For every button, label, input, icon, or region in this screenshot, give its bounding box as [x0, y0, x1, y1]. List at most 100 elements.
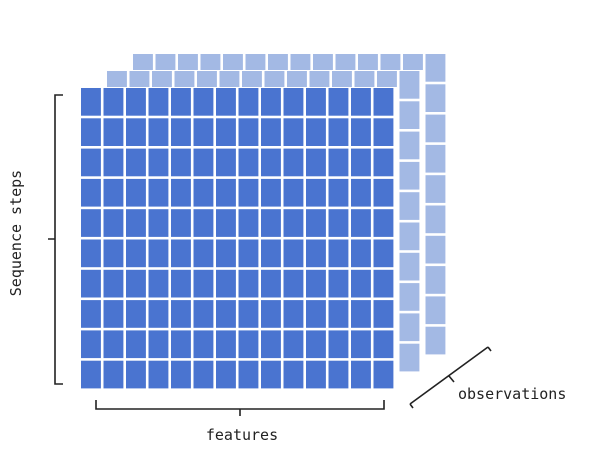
- grid-cell: [373, 209, 394, 237]
- grid-cell: [283, 88, 304, 116]
- grid-cell: [193, 300, 214, 328]
- grid-cell: [126, 330, 146, 359]
- sequence-steps-bracket: [48, 94, 63, 385]
- grid-cell: [399, 283, 420, 311]
- grid-cell: [126, 148, 146, 177]
- grid-cell: [171, 300, 191, 328]
- grid-cell: [81, 360, 101, 389]
- grid-cell: [238, 118, 259, 146]
- grid-cell: [216, 269, 236, 298]
- grid-cell: [328, 118, 349, 146]
- grid-cell: [261, 360, 281, 389]
- grid-cell: [373, 88, 394, 116]
- grid-cell: [328, 178, 349, 207]
- grid-cell: [171, 178, 191, 207]
- grid-cell: [306, 269, 326, 298]
- grid-cell: [283, 360, 304, 389]
- grid-cell: [148, 118, 169, 146]
- grid-cell: [306, 300, 326, 328]
- grid-cell: [171, 148, 191, 177]
- grid-cell: [238, 239, 259, 268]
- grid-cell: [351, 118, 371, 146]
- grid-cell: [328, 330, 349, 359]
- grid-cell: [328, 360, 349, 389]
- grid-cell: [328, 239, 349, 268]
- grid-cell: [373, 148, 394, 177]
- grid-cell: [306, 118, 326, 146]
- grid-cell: [216, 178, 236, 207]
- grid-cell: [373, 269, 394, 298]
- grid-cell: [306, 330, 326, 359]
- grid-cell: [81, 209, 101, 237]
- grid-cell: [328, 148, 349, 177]
- grid-cell: [283, 148, 304, 177]
- observations-bracket: [409, 346, 492, 409]
- grid-cell: [399, 161, 420, 190]
- grid-cell: [81, 330, 101, 359]
- grid-cell: [425, 54, 446, 82]
- grid-cell: [425, 266, 446, 294]
- grid-cell: [306, 209, 326, 237]
- grid-cell: [351, 269, 371, 298]
- grid-cell: [126, 300, 146, 328]
- grid-cell: [193, 209, 214, 237]
- tensor-layers: [80, 53, 449, 392]
- grid-cell: [238, 148, 259, 177]
- grid-cell: [103, 178, 124, 207]
- grid-cell: [193, 360, 214, 389]
- grid-cell: [148, 300, 169, 328]
- grid-cell: [261, 178, 281, 207]
- grid-cell: [373, 239, 394, 268]
- grid-cell: [238, 269, 259, 298]
- grid-cell: [193, 88, 214, 116]
- grid-cell: [283, 118, 304, 146]
- grid-cell: [81, 269, 101, 298]
- grid-cell: [399, 313, 420, 342]
- grid-cell: [103, 269, 124, 298]
- grid-cell: [148, 360, 169, 389]
- grid-cell: [126, 178, 146, 207]
- grid-cell: [193, 269, 214, 298]
- grid-cell: [171, 239, 191, 268]
- grid-cell: [328, 209, 349, 237]
- grid-cell: [283, 269, 304, 298]
- grid-cell: [328, 300, 349, 328]
- grid-cell: [399, 192, 420, 220]
- grid-cell: [126, 88, 146, 116]
- grid-cell: [216, 118, 236, 146]
- grid-cell: [126, 118, 146, 146]
- grid-cell: [425, 84, 446, 112]
- axis-brackets: [48, 94, 492, 416]
- grid-cell: [425, 235, 446, 264]
- grid-cell: [126, 360, 146, 389]
- grid-cell: [373, 178, 394, 207]
- grid-cell: [103, 148, 124, 177]
- grid-cell: [306, 88, 326, 116]
- grid-cell: [171, 88, 191, 116]
- grid-cell: [81, 148, 101, 177]
- grid-cell: [351, 148, 371, 177]
- grid-cell: [81, 118, 101, 146]
- grid-cell: [148, 209, 169, 237]
- grid-cell: [238, 360, 259, 389]
- grid-cell: [148, 178, 169, 207]
- grid-cell: [328, 269, 349, 298]
- grid-cell: [261, 148, 281, 177]
- grid-cell: [399, 343, 420, 372]
- grid-cell: [261, 118, 281, 146]
- grid-cell: [373, 118, 394, 146]
- grid-cell: [425, 175, 446, 203]
- grid-cell: [216, 239, 236, 268]
- grid-cell: [81, 178, 101, 207]
- grid-cell: [261, 209, 281, 237]
- grid-cell: [216, 330, 236, 359]
- front-layer: [80, 87, 397, 392]
- grid-cell: [399, 101, 420, 129]
- features-label: features: [206, 426, 278, 444]
- grid-cell: [148, 330, 169, 359]
- grid-cell: [148, 239, 169, 268]
- grid-cell: [261, 239, 281, 268]
- grid-cell: [351, 239, 371, 268]
- grid-cell: [216, 88, 236, 116]
